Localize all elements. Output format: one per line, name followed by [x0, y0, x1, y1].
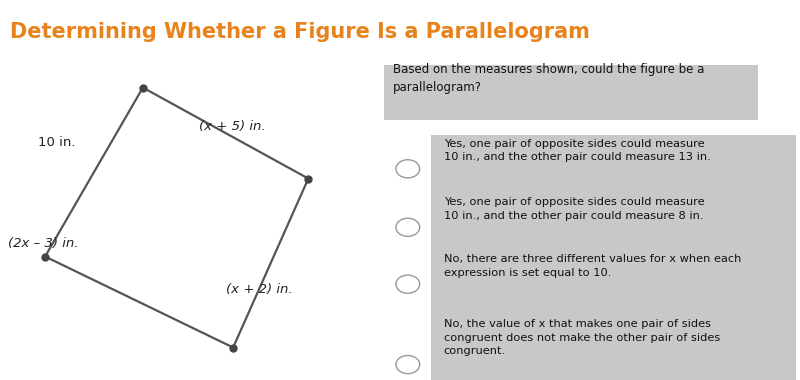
Circle shape	[396, 275, 420, 293]
Circle shape	[396, 218, 420, 236]
Text: Yes, one pair of opposite sides could measure
10 in., and the other pair could m: Yes, one pair of opposite sides could me…	[444, 139, 710, 162]
Text: Based on the measures shown, could the figure be a
parallelogram?: Based on the measures shown, could the f…	[393, 63, 704, 94]
Circle shape	[396, 355, 420, 374]
Text: Determining Whether a Figure Is a Parallelogram: Determining Whether a Figure Is a Parall…	[10, 22, 590, 42]
Text: Yes, one pair of opposite sides could measure
10 in., and the other pair could m: Yes, one pair of opposite sides could me…	[444, 197, 705, 221]
FancyBboxPatch shape	[385, 65, 758, 120]
Text: (2x – 3) in.: (2x – 3) in.	[7, 237, 78, 250]
Text: (x + 5) in.: (x + 5) in.	[199, 120, 266, 133]
Text: 10 in.: 10 in.	[38, 136, 75, 149]
Text: (x + 2) in.: (x + 2) in.	[226, 282, 292, 296]
FancyBboxPatch shape	[431, 315, 796, 380]
Text: No, there are three different values for x when each
expression is set equal to : No, there are three different values for…	[444, 254, 742, 277]
FancyBboxPatch shape	[431, 135, 796, 203]
Circle shape	[396, 160, 420, 178]
FancyBboxPatch shape	[431, 250, 796, 318]
Text: No, the value of x that makes one pair of sides
congruent does not make the othe: No, the value of x that makes one pair o…	[444, 319, 720, 356]
FancyBboxPatch shape	[431, 193, 796, 261]
